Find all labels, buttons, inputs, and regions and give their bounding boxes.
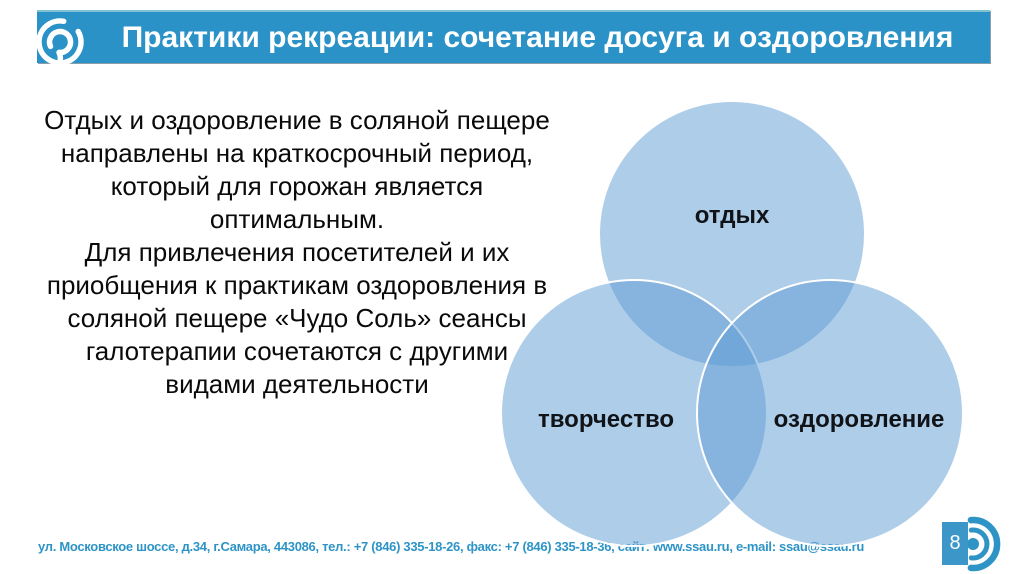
venn-circle-health [696, 279, 964, 547]
page-number-badge: 8 [942, 522, 968, 565]
body-text-line: Отдых и оздоровление в соляной пещере [44, 105, 550, 135]
header-bar: Практики рекреации: сочетание досуга и о… [36, 10, 990, 73]
footer-swirl-logo-icon [966, 515, 1020, 574]
body-text-line: который для горожан является [110, 171, 484, 201]
body-text-block: Отдых и оздоровление в соляной пещере на… [28, 104, 566, 401]
venn-label-rest: отдых [694, 202, 770, 229]
body-text-line: направлены на краткосрочный период, [60, 138, 534, 168]
body-text-line: видами деятельности [165, 369, 429, 399]
footer-address: ул. Московское шоссе, д.34, г.Самара, 44… [38, 539, 865, 554]
body-text-line: приобщения к практикам оздоровления в [46, 270, 548, 300]
university-swirl-logo-icon [27, 10, 93, 82]
body-text-line: галотерапии сочетаются с другими [85, 336, 509, 366]
body-text-line: Для привлечения посетителей и их [84, 237, 510, 267]
venn-label-health: оздоровление [773, 406, 945, 433]
venn-label-creativity: творчество [537, 406, 675, 433]
slide-title: Практики рекреации: сочетание досуга и о… [121, 20, 954, 54]
body-text-line: оптимальным. [209, 204, 385, 234]
body-text-line: соляной пещере «Чудо Соль» сеансы [67, 303, 527, 333]
